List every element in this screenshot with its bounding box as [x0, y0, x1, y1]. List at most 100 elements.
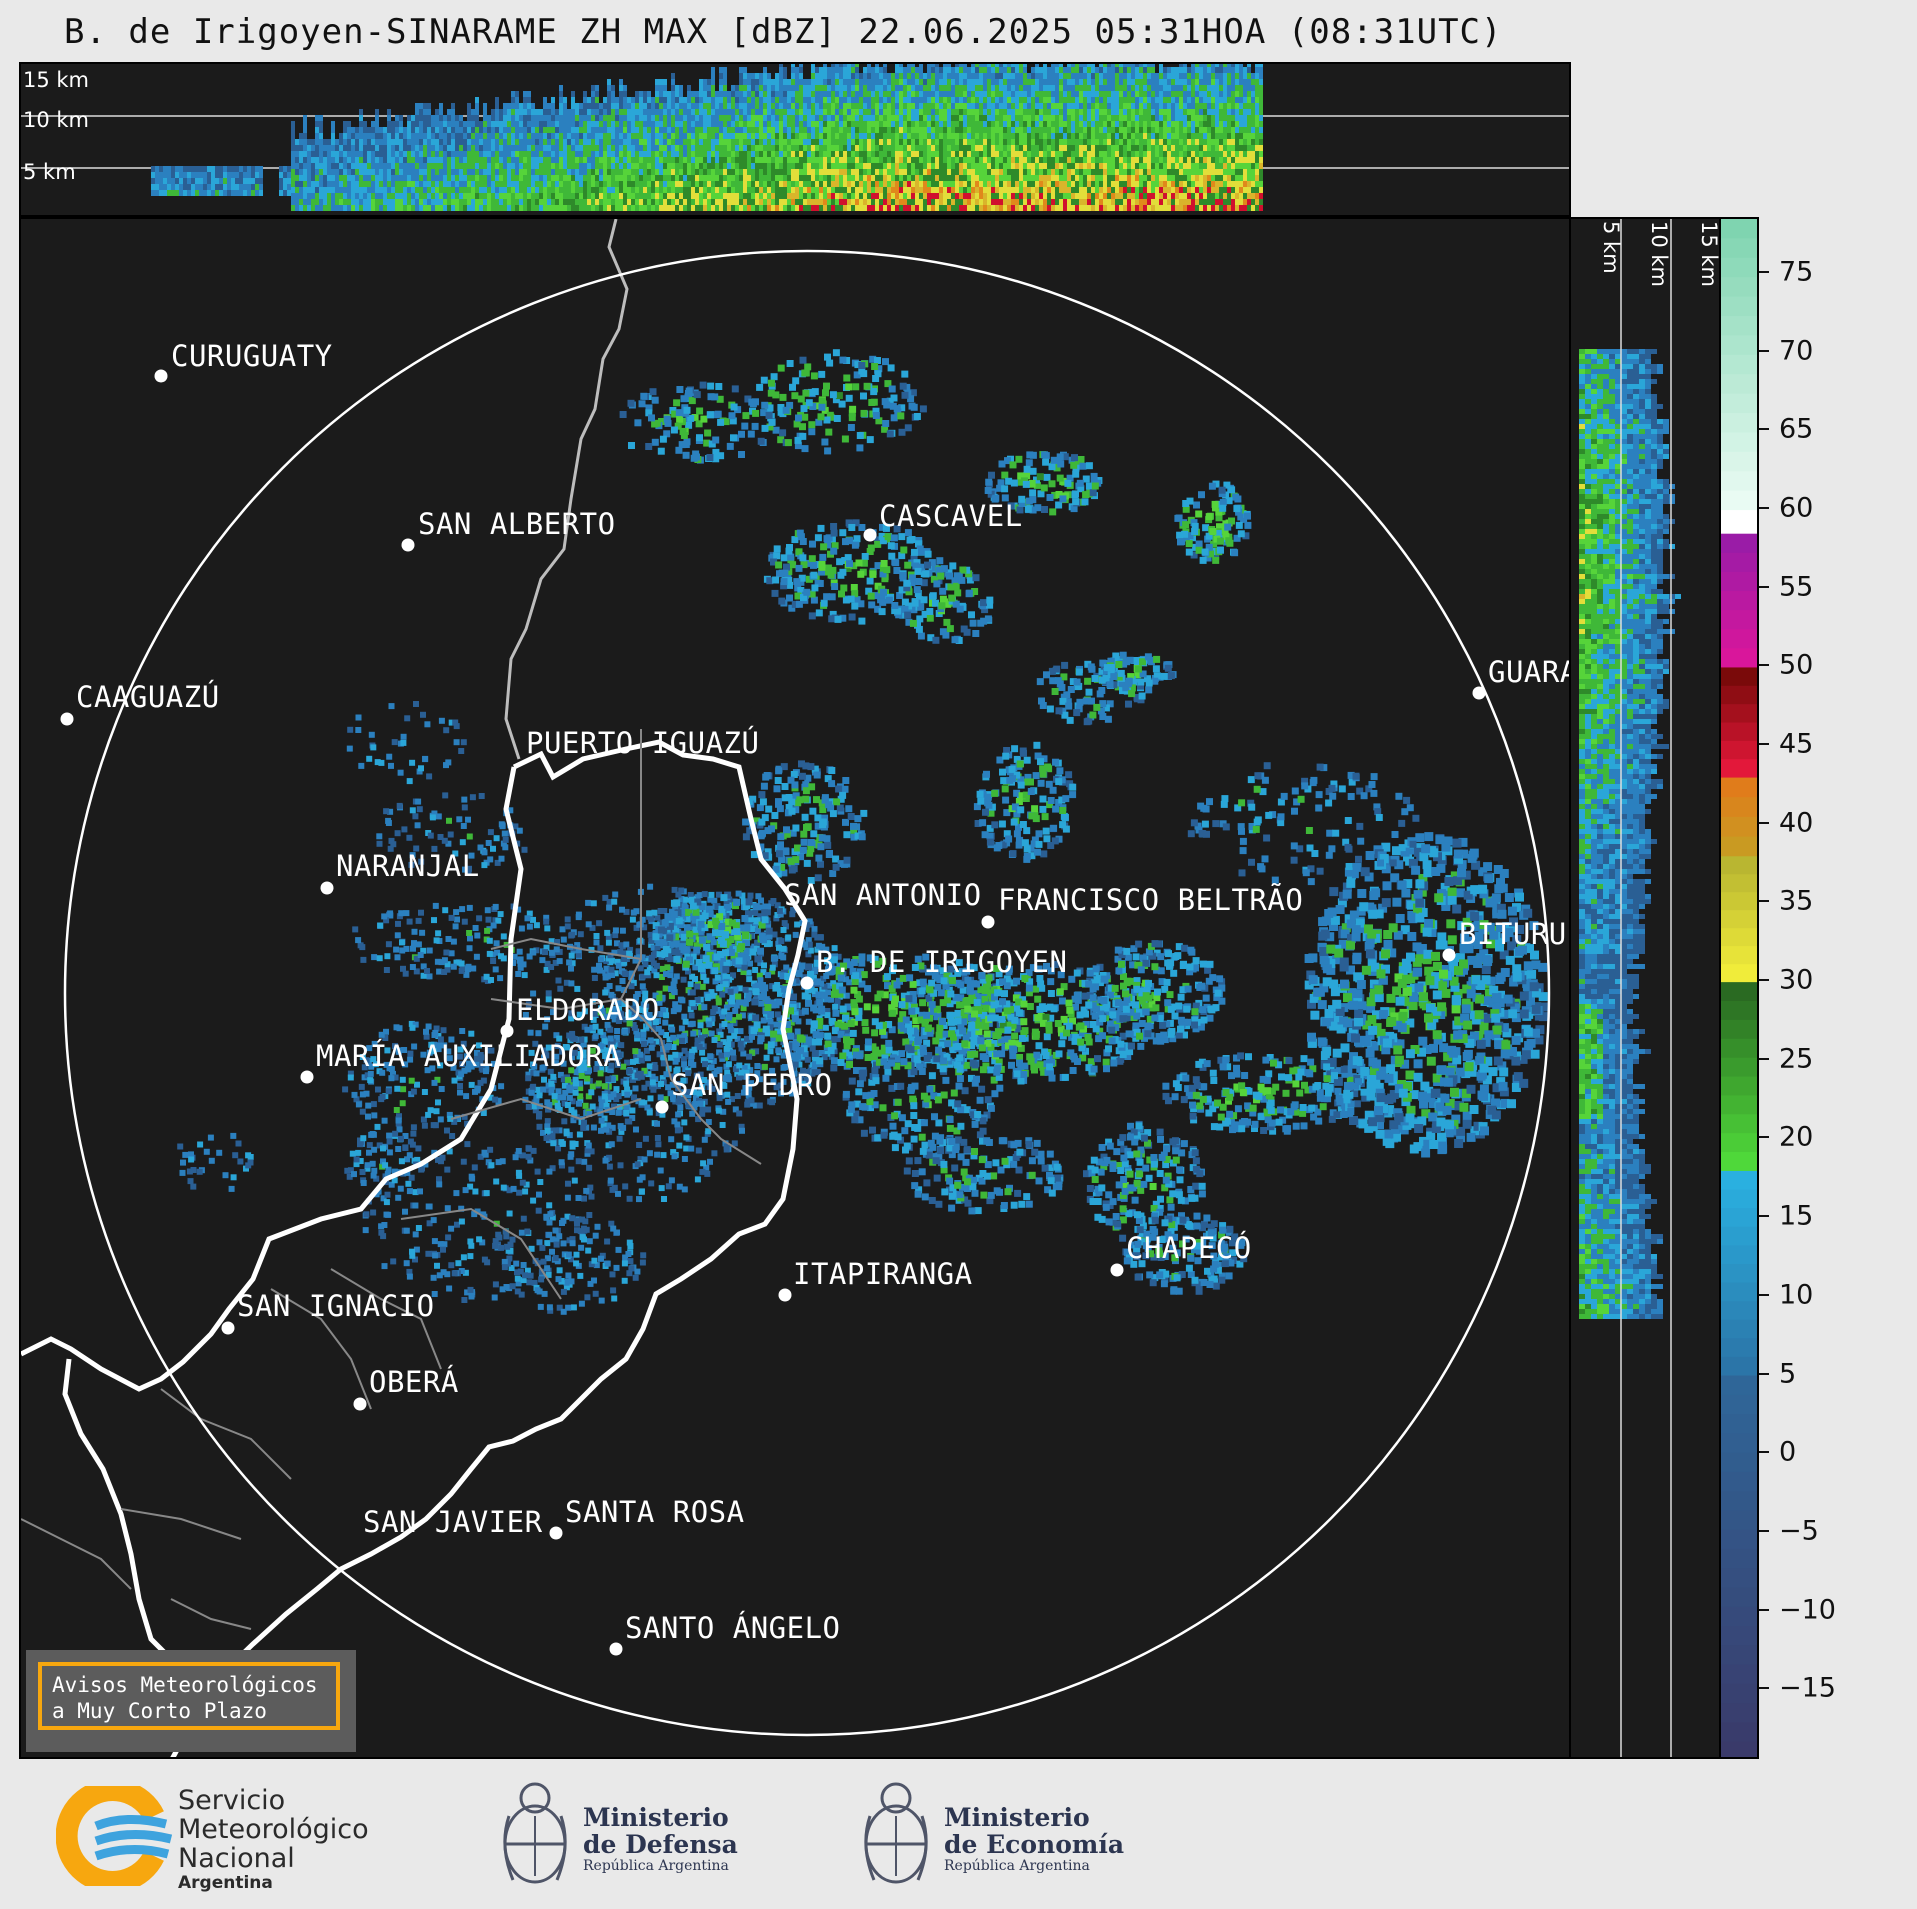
- top-echo-pixel: [1119, 73, 1123, 79]
- top-echo-pixel: [335, 157, 339, 163]
- top-echo-pixel: [319, 115, 323, 121]
- top-echo-pixel: [1143, 139, 1147, 145]
- top-echo-pixel: [519, 205, 523, 211]
- top-echo-pixel: [1139, 115, 1143, 121]
- top-echo-pixel: [1143, 64, 1147, 67]
- top-echo-pixel: [987, 103, 991, 109]
- top-echo-pixel: [999, 157, 1003, 163]
- top-echo-pixel: [499, 127, 503, 133]
- top-echo-pixel: [1031, 175, 1035, 181]
- top-echo-pixel: [735, 163, 739, 169]
- top-echo-pixel: [923, 91, 927, 97]
- top-echo-pixel: [507, 175, 511, 181]
- top-echo-pixel: [1055, 73, 1059, 79]
- top-echo-pixel: [883, 127, 887, 133]
- top-echo-pixel: [723, 187, 727, 193]
- top-echo-pixel: [879, 127, 883, 133]
- top-echo-pixel: [1035, 127, 1039, 133]
- top-echo-pixel: [435, 157, 439, 163]
- top-echo-pixel: [1071, 145, 1075, 151]
- top-echo-pixel: [391, 181, 395, 187]
- top-echo-pixel: [1115, 121, 1119, 127]
- top-echo-pixel: [1107, 175, 1111, 181]
- top-echo-pixel: [943, 181, 947, 187]
- top-echo-pixel: [775, 103, 779, 109]
- top-echo-pixel: [1011, 187, 1015, 193]
- top-echo-pixel: [691, 199, 695, 205]
- top-echo-pixel: [675, 199, 679, 205]
- top-echo-pixel: [711, 193, 715, 199]
- top-echo-pixel: [1067, 91, 1071, 97]
- top-echo-pixel: [527, 181, 531, 187]
- top-echo-pixel: [1159, 193, 1163, 199]
- top-echo-pixel: [567, 121, 571, 127]
- top-echo-pixel: [1083, 97, 1087, 103]
- top-echo-pixel: [939, 133, 943, 139]
- top-echo-pixel: [983, 139, 987, 145]
- top-echo-pixel: [971, 85, 975, 91]
- top-echo-pixel: [459, 121, 463, 127]
- top-echo-pixel: [987, 163, 991, 169]
- top-echo-pixel: [763, 127, 767, 133]
- top-echo-pixel: [1035, 139, 1039, 145]
- top-echo-pixel: [1079, 85, 1083, 91]
- top-echo-pixel: [739, 181, 743, 187]
- top-echo-pixel: [335, 139, 339, 145]
- top-echo-pixel: [947, 121, 951, 127]
- top-echo-pixel: [539, 139, 543, 145]
- top-echo-pixel: [1087, 175, 1091, 181]
- top-echo-pixel: [555, 175, 559, 181]
- top-echo-pixel: [879, 91, 883, 97]
- top-echo-pixel: [627, 127, 631, 133]
- top-echo-pixel: [1103, 64, 1107, 67]
- top-echo-pixel: [1123, 73, 1127, 79]
- top-echo-pixel: [423, 109, 427, 115]
- top-echo-pixel: [471, 169, 475, 175]
- top-echo-pixel: [867, 91, 871, 97]
- top-echo-pixel: [715, 193, 719, 199]
- top-echo-pixel: [1187, 151, 1191, 157]
- top-echo-pixel: [663, 79, 667, 85]
- top-echo-pixel: [163, 178, 167, 184]
- top-echo-pixel: [475, 115, 479, 121]
- top-echo-pixel: [635, 121, 639, 127]
- top-echo-pixel: [1123, 205, 1127, 211]
- top-echo-pixel: [1055, 109, 1059, 115]
- top-echo-pixel: [1035, 199, 1039, 205]
- top-echo-pixel: [695, 145, 699, 151]
- top-echo-pixel: [1147, 181, 1151, 187]
- top-echo-pixel: [1139, 109, 1143, 115]
- top-echo-pixel: [783, 91, 787, 97]
- top-echo-pixel: [891, 163, 895, 169]
- top-echo-pixel: [323, 151, 327, 157]
- top-echo-pixel: [999, 133, 1003, 139]
- top-echo-pixel: [559, 139, 563, 145]
- top-echo-pixel: [1139, 121, 1143, 127]
- top-echo-pixel: [795, 127, 799, 133]
- top-echo-pixel: [1047, 145, 1051, 151]
- top-echo-pixel: [771, 175, 775, 181]
- top-echo-pixel: [427, 133, 431, 139]
- top-echo-pixel: [647, 139, 651, 145]
- top-echo-pixel: [1131, 175, 1135, 181]
- top-echo-pixel: [707, 85, 711, 91]
- top-echo-pixel: [331, 151, 335, 157]
- top-echo-pixel: [1191, 151, 1195, 157]
- top-echo-pixel: [911, 121, 915, 127]
- top-echo-pixel: [443, 193, 447, 199]
- top-echo-pixel: [995, 133, 999, 139]
- top-echo-pixel: [571, 109, 575, 115]
- top-echo-pixel: [515, 133, 519, 139]
- top-echo-pixel: [735, 157, 739, 163]
- top-echo-pixel: [779, 127, 783, 133]
- top-echo-pixel: [735, 151, 739, 157]
- top-echo-pixel: [435, 199, 439, 205]
- top-echo-pixel: [1167, 115, 1171, 121]
- top-echo-pixel: [1047, 193, 1051, 199]
- top-echo-pixel: [959, 199, 963, 205]
- top-echo-pixel: [735, 193, 739, 199]
- top-echo-pixel: [535, 205, 539, 211]
- top-echo-pixel: [871, 115, 875, 121]
- top-echo-pixel: [879, 97, 883, 103]
- top-echo-pixel: [971, 121, 975, 127]
